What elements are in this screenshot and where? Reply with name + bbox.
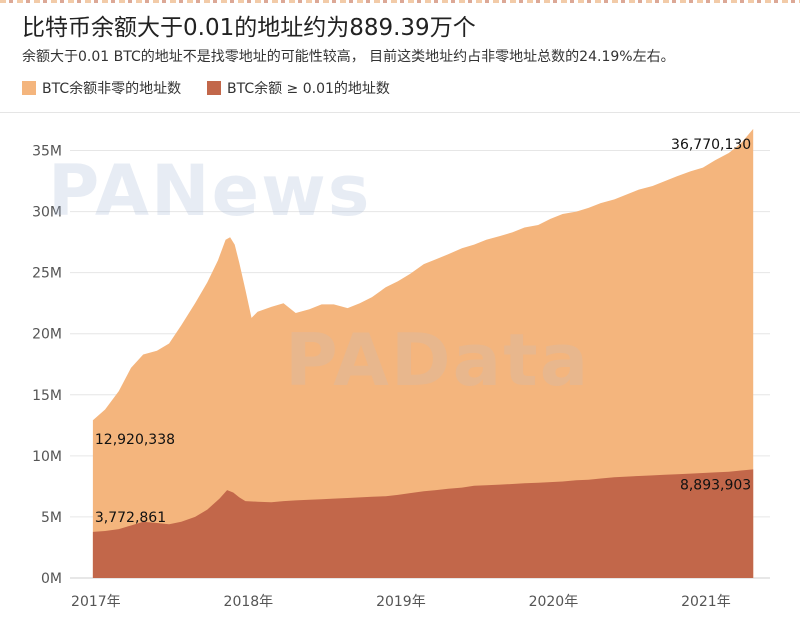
- y-tick-label-7: 35M: [32, 144, 62, 160]
- area-series-0: [92, 128, 754, 578]
- x-tick-label-3: 2020年: [529, 594, 579, 610]
- chart-subtitle: 余额大于0.01 BTC的地址不是找零地址的可能性较高， 目前这类地址约占非零地…: [22, 49, 675, 65]
- chart-title: 比特币余额大于0.01的地址约为889.39万个: [22, 15, 476, 41]
- legend-label-gte-001: BTC余额 ≥ 0.01的地址数: [227, 81, 390, 97]
- legend-swatch-nonzero: [22, 81, 36, 95]
- y-tick-label-1: 5M: [41, 510, 62, 526]
- data-label-1: 3,772,861: [95, 510, 166, 526]
- legend-item-gte-001[interactable]: BTC余额 ≥ 0.01的地址数: [207, 78, 390, 98]
- x-tick-label-4: 2021年: [681, 594, 731, 610]
- legend-item-nonzero[interactable]: BTC余额非零的地址数: [22, 78, 181, 98]
- y-tick-label-0: 0M: [41, 571, 62, 587]
- y-tick-label-6: 30M: [32, 205, 62, 221]
- y-tick-label-4: 20M: [32, 327, 62, 343]
- top-decorative-rule: [0, 0, 800, 3]
- header-divider: [0, 112, 800, 113]
- y-tick-label-5: 25M: [32, 266, 62, 282]
- y-tick-label-3: 15M: [32, 388, 62, 404]
- x-tick-label-1: 2018年: [224, 594, 274, 610]
- legend-label-nonzero: BTC余额非零的地址数: [42, 81, 182, 97]
- y-tick-label-2: 10M: [32, 449, 62, 465]
- data-label-3: 8,893,903: [680, 477, 751, 493]
- x-tick-label-0: 2017年: [71, 594, 121, 610]
- data-label-0: 12,920,338: [95, 432, 175, 448]
- x-tick-label-2: 2019年: [376, 594, 426, 610]
- legend-swatch-gte-001: [207, 81, 221, 95]
- data-label-2: 36,770,130: [671, 137, 751, 153]
- area-series-1: [92, 469, 754, 578]
